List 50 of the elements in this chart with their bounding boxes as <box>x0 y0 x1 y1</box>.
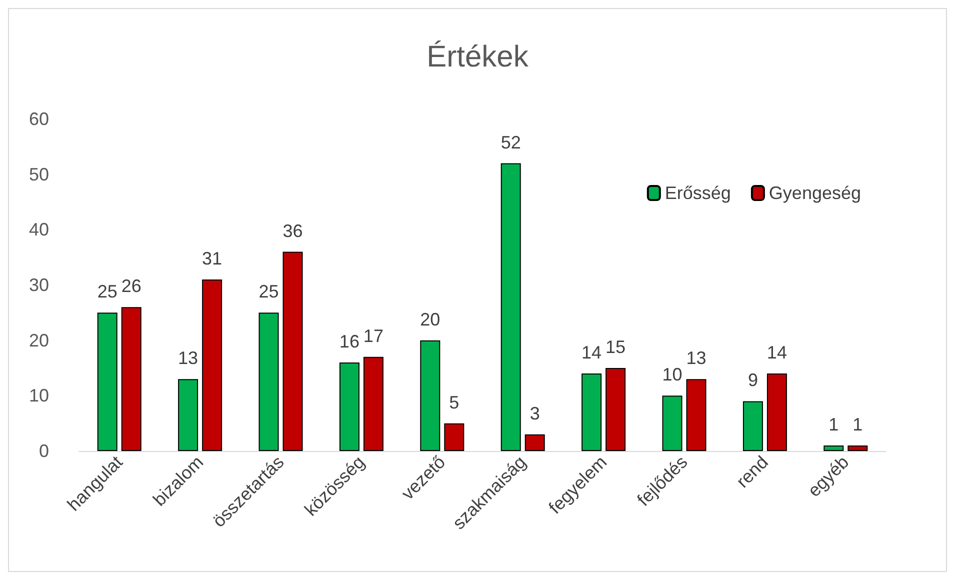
bar <box>500 163 521 451</box>
bar <box>742 401 763 451</box>
data-label: 5 <box>449 392 460 412</box>
data-label: 17 <box>363 326 384 346</box>
y-tick-label: 20 <box>28 330 49 350</box>
bar <box>444 423 464 451</box>
chart-title: Értékek <box>426 40 530 74</box>
data-label: 9 <box>748 370 758 390</box>
data-label: 52 <box>500 132 521 152</box>
data-label: 14 <box>766 342 787 363</box>
legend-label: Erősség <box>664 183 731 203</box>
y-tick-label: 40 <box>28 220 49 240</box>
data-label: 14 <box>582 342 602 363</box>
bar <box>582 374 602 451</box>
bar <box>420 340 440 451</box>
data-label: 15 <box>606 337 626 357</box>
bar <box>258 312 279 451</box>
y-tick-label: 50 <box>28 164 49 184</box>
y-tick-label: 60 <box>28 109 49 129</box>
bar <box>686 379 706 451</box>
data-label: 26 <box>121 276 142 296</box>
bar <box>339 362 360 451</box>
data-label: 31 <box>202 248 222 268</box>
data-label: 36 <box>282 220 303 241</box>
y-tick-label: 30 <box>28 275 49 295</box>
data-label: 20 <box>420 309 440 330</box>
bar <box>824 445 844 451</box>
data-label: 10 <box>662 364 682 385</box>
bar <box>606 368 626 451</box>
bar <box>848 445 868 451</box>
data-label: 13 <box>178 348 198 368</box>
bar <box>766 374 787 451</box>
data-label: 3 <box>530 403 540 424</box>
bar <box>524 434 545 451</box>
legend-label: Gyengeség <box>768 183 862 203</box>
y-tick-label: 10 <box>28 386 49 406</box>
bar <box>121 307 142 451</box>
bar <box>662 396 682 451</box>
bar <box>282 252 303 451</box>
bar <box>97 312 118 451</box>
data-label: 13 <box>686 348 706 368</box>
bar <box>202 279 222 451</box>
y-tick-label: 0 <box>38 441 49 461</box>
data-label: 1 <box>852 414 863 434</box>
data-label: 16 <box>339 331 360 352</box>
bar <box>178 379 198 451</box>
bar <box>363 356 384 451</box>
data-label: 1 <box>828 414 839 434</box>
data-label: 25 <box>258 282 279 302</box>
data-label: 25 <box>97 282 118 302</box>
